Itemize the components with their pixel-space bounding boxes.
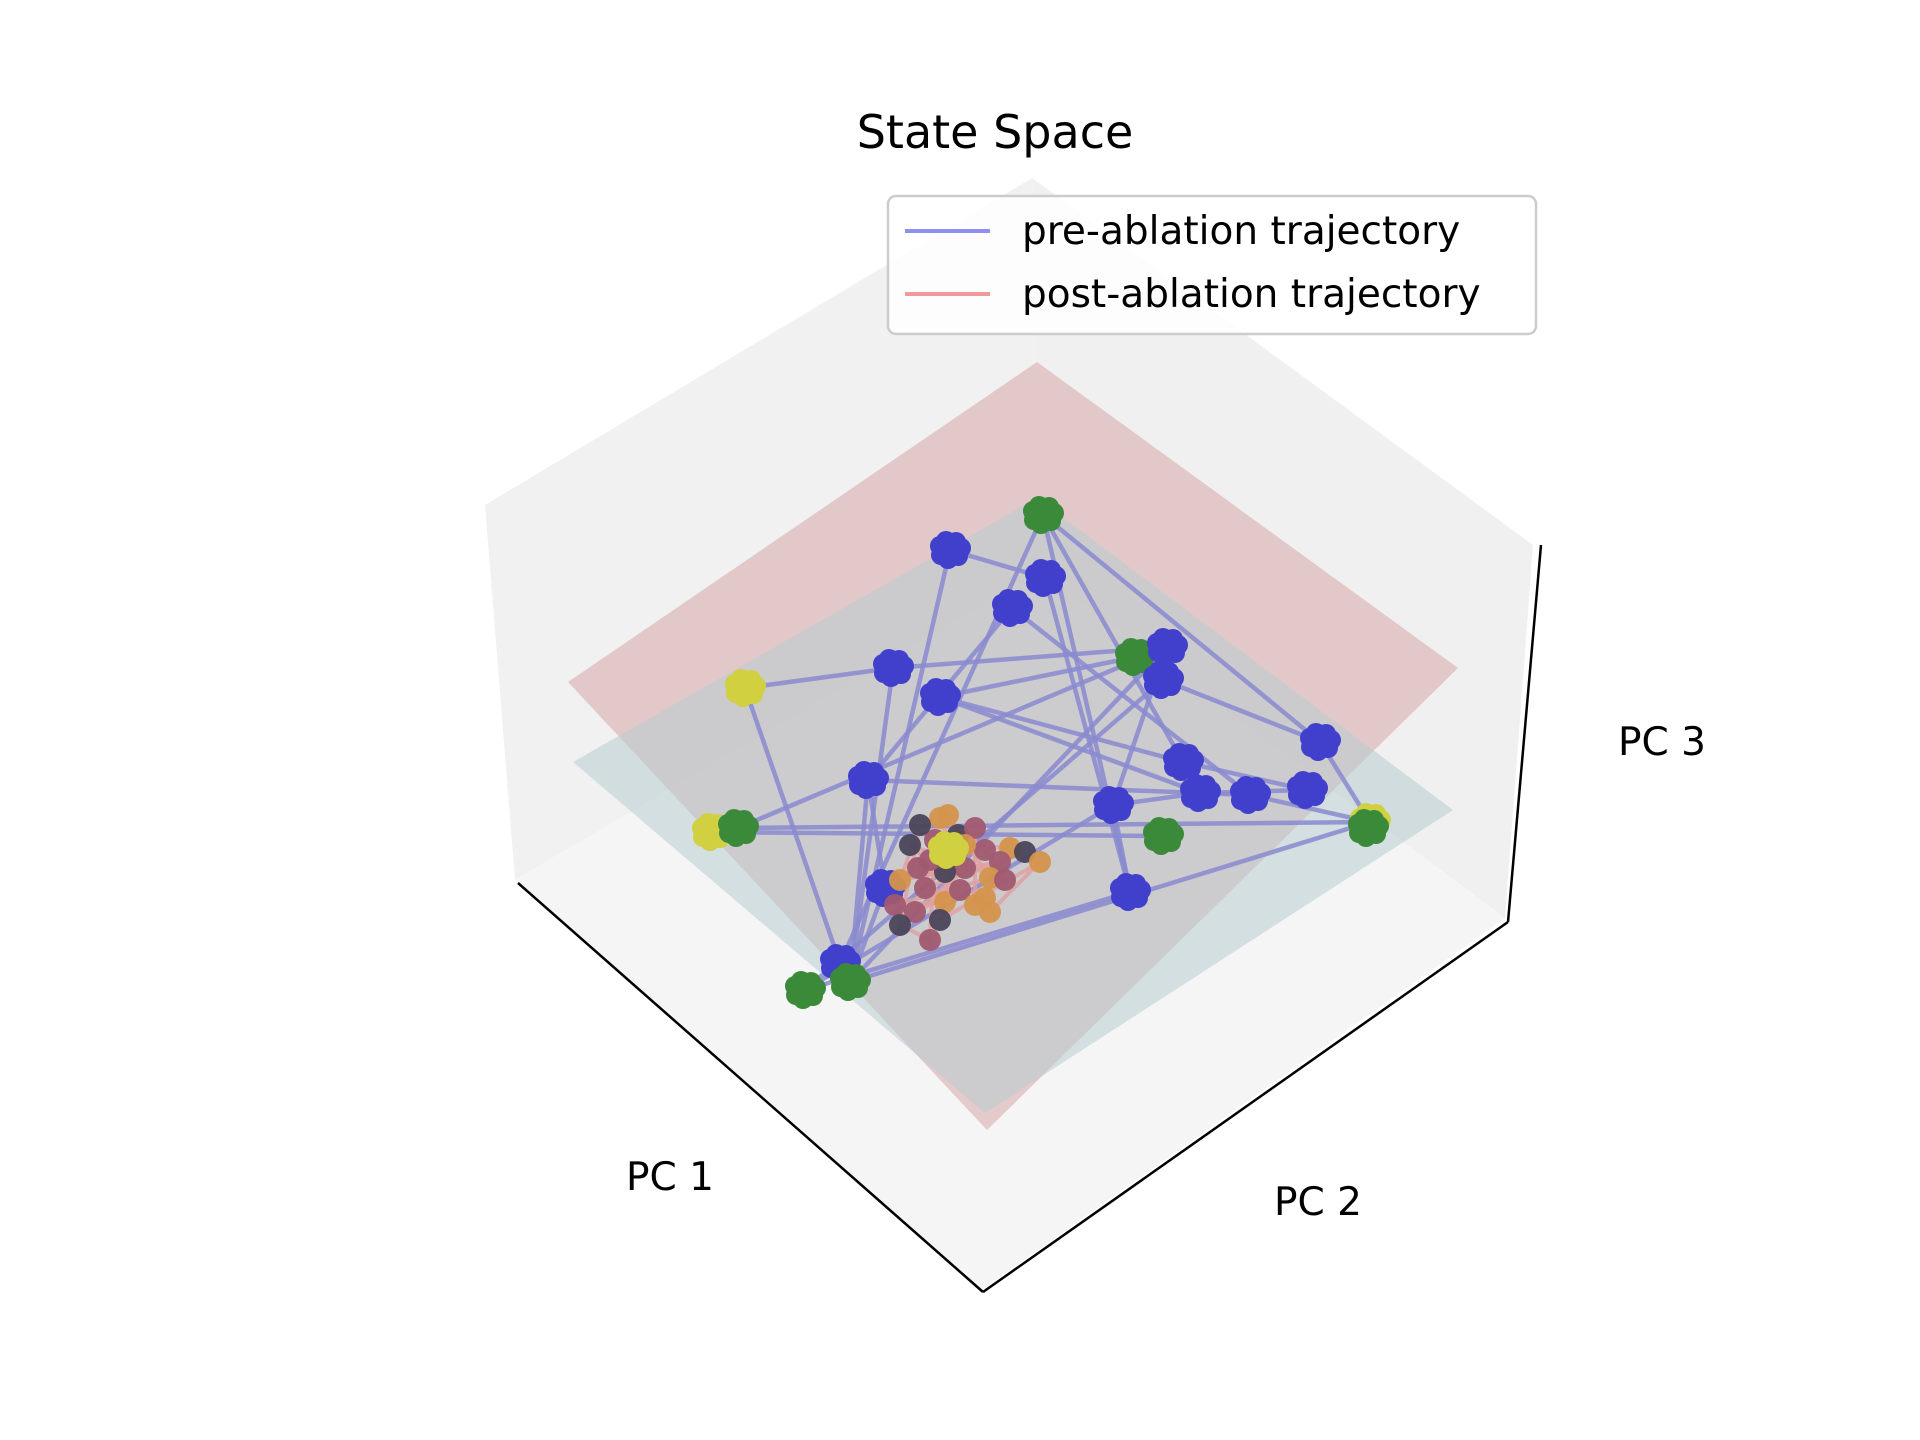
state-cluster-g1-marker — [1028, 504, 1048, 524]
post-ablation-point — [979, 901, 1001, 923]
state-cluster-g3-marker — [723, 817, 743, 837]
state-cluster-b8-marker — [1305, 731, 1325, 751]
state-cluster-g5-marker — [1148, 825, 1168, 845]
y-axis-label: PC 2 — [1274, 1180, 1362, 1225]
state-cluster-b12-marker — [1185, 782, 1205, 802]
state-cluster-b11-marker — [1098, 794, 1118, 814]
state-cluster-b4-marker — [878, 657, 898, 677]
state-cluster-b9-marker — [1168, 751, 1188, 771]
post-ablation-point — [899, 834, 921, 856]
post-ablation-point — [919, 929, 941, 951]
post-ablation-point — [909, 814, 931, 836]
state-cluster-b15-marker — [870, 877, 890, 897]
state-cluster-b1-marker — [935, 539, 955, 559]
z-axis-label: PC 3 — [1618, 720, 1706, 765]
state-cluster-b6-marker — [1152, 636, 1172, 656]
state-cluster-b2-marker — [1030, 567, 1050, 587]
post-ablation-point — [889, 869, 911, 891]
chart-title: State Space — [857, 105, 1134, 159]
state-cluster-b16-marker — [1115, 881, 1135, 901]
state-cluster-b10-marker — [853, 769, 873, 789]
state-cluster-g4-marker — [1353, 817, 1373, 837]
post-ablation-point — [914, 877, 936, 899]
post-ablation-point — [907, 857, 929, 879]
state-cluster-g6-marker — [790, 979, 810, 999]
post-ablation-point — [889, 914, 911, 936]
legend: pre-ablation trajectory post-ablation tr… — [888, 196, 1536, 334]
state-cluster-b7-marker — [1148, 669, 1168, 689]
post-ablation-point — [937, 804, 959, 826]
state-cluster-y1-marker — [730, 677, 750, 697]
state-cluster-b5-marker — [925, 686, 945, 706]
state-cluster-b13-marker — [1235, 784, 1255, 804]
state-cluster-g2-marker — [1120, 646, 1140, 666]
state-cluster-g7-marker — [835, 971, 855, 991]
post-ablation-point — [1029, 851, 1051, 873]
legend-post-ablation-label: post-ablation trajectory — [1022, 272, 1481, 317]
legend-pre-ablation-label: pre-ablation trajectory — [1022, 209, 1460, 254]
state-cluster-b14-marker — [1292, 779, 1312, 799]
post-ablation-point — [884, 894, 906, 916]
post-ablation-point — [929, 909, 951, 931]
state-cluster-y2-marker — [697, 821, 717, 841]
state-cluster-post-start-marker — [933, 839, 953, 859]
state-cluster-b3-marker — [997, 597, 1017, 617]
post-ablation-point — [994, 869, 1016, 891]
x-axis-label: PC 1 — [626, 1155, 714, 1200]
